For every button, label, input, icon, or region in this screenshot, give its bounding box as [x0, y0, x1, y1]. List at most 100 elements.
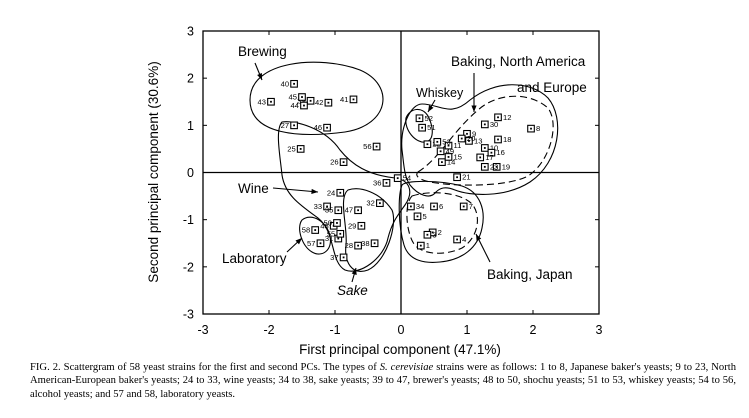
point-label: 11	[454, 141, 462, 150]
point-center	[326, 126, 328, 129]
point-center	[293, 124, 295, 127]
annotations: Brewing Baking, North America and Europe Wh…	[222, 44, 587, 298]
data-point: 56	[363, 142, 381, 151]
annotation-baking-na: Baking, North America	[451, 54, 586, 69]
data-point: 23	[480, 162, 498, 171]
point-center	[293, 82, 295, 85]
point-label: 49	[446, 147, 454, 156]
point-center	[357, 244, 359, 247]
point-label: 1	[426, 241, 430, 250]
point-label: 45	[289, 93, 297, 102]
y-tick-label: 1	[187, 119, 194, 133]
point-center	[378, 202, 381, 205]
point-label: 34	[416, 202, 424, 211]
point-label: 10	[490, 143, 498, 152]
point-label: 42	[315, 98, 323, 107]
data-point: 45	[289, 93, 306, 102]
caption-label: FIG. 2.	[30, 362, 61, 373]
data-point: 20	[457, 134, 475, 143]
point-label: 28	[345, 241, 353, 250]
data-points: 1234567891011121314151617181920212223242…	[258, 79, 541, 262]
point-center	[421, 126, 424, 129]
outline-wine	[277, 121, 411, 272]
x-tick-label: 0	[398, 323, 405, 337]
data-point: 54	[393, 174, 411, 183]
data-point: 51	[418, 123, 436, 132]
caption-species: S. cerevisiae	[379, 362, 434, 373]
point-label: 2	[438, 228, 442, 237]
point-center	[342, 256, 345, 259]
data-point: 27	[281, 121, 298, 130]
point-center	[319, 242, 322, 245]
point-center	[460, 137, 463, 140]
data-point: 21	[453, 173, 471, 182]
point-label: 20	[467, 134, 475, 143]
data-point: 12	[494, 113, 511, 122]
y-tick-label: -3	[183, 308, 194, 322]
point-label: 9	[472, 129, 476, 138]
point-center	[495, 165, 498, 168]
point-center	[326, 205, 328, 208]
point-label: 48	[320, 221, 328, 230]
data-point: 50	[324, 218, 341, 227]
data-point: 41	[340, 95, 358, 104]
point-center	[479, 156, 482, 159]
point-center	[270, 100, 272, 103]
point-label: 32	[366, 199, 374, 208]
arrow-sake-head	[351, 268, 357, 275]
data-point: 44	[291, 101, 308, 110]
arrow-whiskey-head	[428, 105, 434, 112]
data-point: 38	[361, 239, 379, 248]
point-center	[299, 148, 302, 150]
point-center	[309, 99, 312, 102]
point-label: 47	[345, 206, 353, 215]
data-point: 25	[287, 144, 305, 153]
point-center	[456, 238, 458, 241]
data-point: 55	[327, 229, 345, 238]
point-label: 52	[424, 114, 432, 123]
point-label: 51	[427, 123, 435, 132]
point-center	[336, 222, 338, 224]
y-tick-label: 2	[187, 72, 194, 86]
data-point: 16	[487, 148, 505, 157]
outline-whiskey	[405, 108, 433, 143]
arrow-brewing-head	[257, 73, 262, 80]
data-point: 15	[444, 152, 462, 161]
data-point: 13	[465, 136, 482, 145]
data-point: 5	[413, 212, 427, 221]
point-center	[462, 205, 465, 208]
data-point: 8	[527, 124, 540, 133]
outline-baking-na-outer	[401, 84, 559, 197]
point-label: 15	[454, 152, 462, 161]
data-point: 18	[494, 135, 511, 144]
outline-laboratory	[299, 216, 332, 255]
data-point: 37	[330, 253, 348, 262]
data-point: 49	[436, 147, 454, 156]
point-center	[342, 161, 345, 164]
data-point: 7	[459, 202, 473, 211]
point-center	[439, 150, 442, 153]
point-center	[456, 176, 458, 179]
data-point: 40	[281, 79, 298, 88]
y-tick-label: 3	[187, 25, 194, 39]
point-center	[360, 224, 363, 227]
annotation-sake: Sake	[337, 283, 368, 298]
point-label: 14	[447, 158, 455, 167]
arrow-laboratory-head	[295, 238, 302, 245]
point-center	[339, 191, 342, 194]
annotation-baking-japan: Baking, Japan	[487, 267, 573, 282]
point-center	[441, 161, 443, 164]
data-point: 53	[433, 137, 451, 146]
point-label: 6	[439, 202, 443, 211]
point-label: 7	[469, 202, 473, 211]
point-center	[419, 244, 422, 247]
point-center	[303, 104, 305, 107]
point-label: 5	[423, 212, 427, 221]
point-center	[375, 145, 378, 148]
data-point: 30	[480, 120, 498, 129]
point-center	[426, 143, 429, 146]
point-center	[301, 96, 303, 98]
arrow-wine-head	[311, 188, 318, 195]
point-label: 12	[503, 113, 511, 122]
